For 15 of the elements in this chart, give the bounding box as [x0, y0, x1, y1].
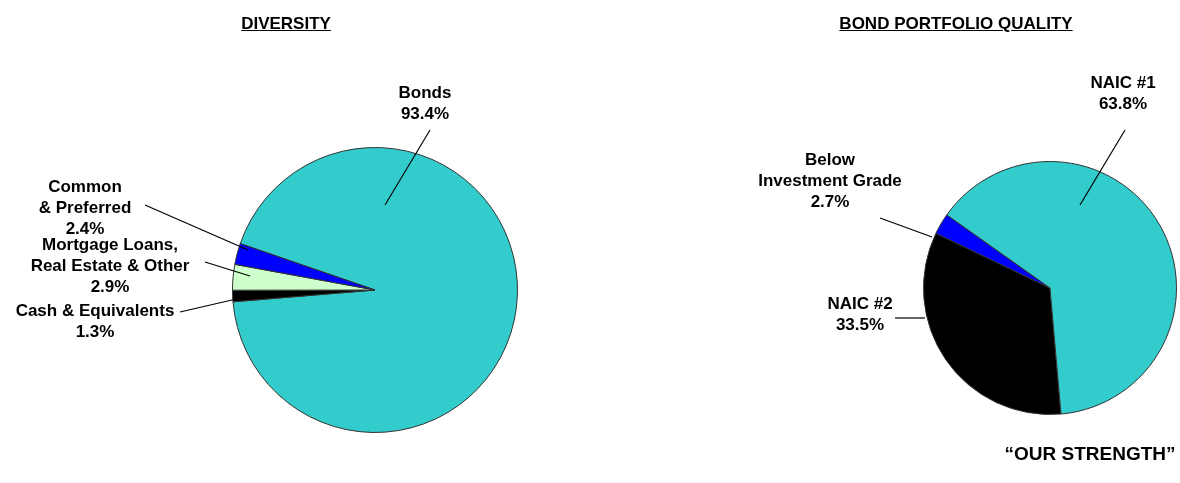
- text: “OUR STRENGTH”: [1004, 443, 1176, 465]
- data-label: 33.5%: [835, 315, 885, 335]
- slice-label: Below Investment Grade: [758, 150, 902, 191]
- chart-title: DIVERSITY: [241, 14, 331, 34]
- slice-label: NAIC #1: [1090, 73, 1156, 93]
- data-label: 63.8%: [1098, 94, 1148, 114]
- chart-title: BOND PORTFOLIO QUALITY: [839, 14, 1073, 34]
- slice-label: NAIC #2: [827, 294, 893, 314]
- data-label: 93.4%: [400, 104, 450, 124]
- data-label: 2.7%: [810, 192, 850, 212]
- data-label: 2.9%: [90, 277, 130, 297]
- data-label: 1.3%: [75, 322, 115, 342]
- slice-label: Cash & Equivalents: [15, 301, 175, 321]
- slice-label: Bonds: [398, 83, 452, 103]
- slice-label: Common & Preferred: [38, 177, 132, 218]
